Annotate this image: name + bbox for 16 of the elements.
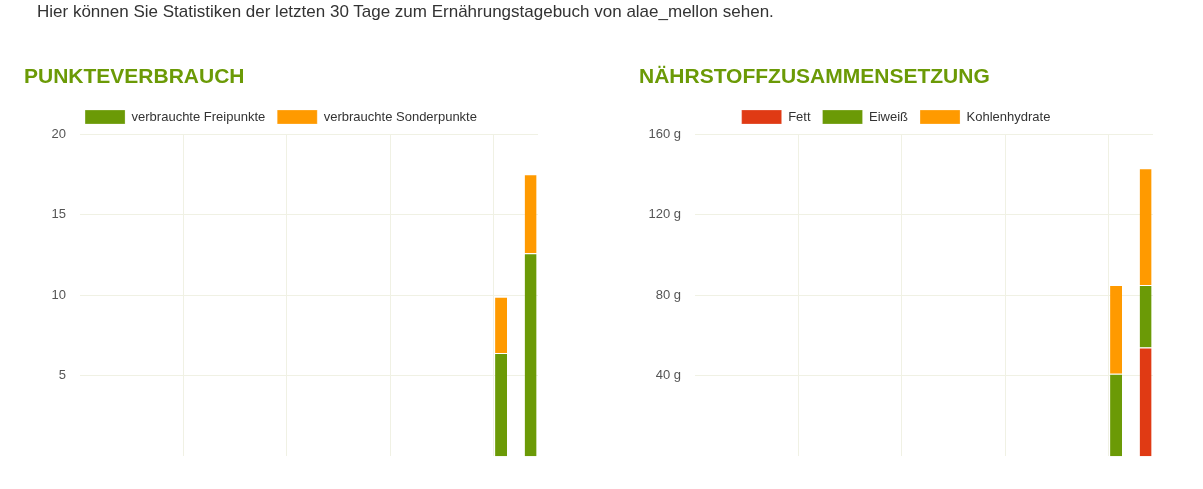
legend-label: verbrauchte Sonderpunkte bbox=[323, 108, 477, 124]
chart-title: NÄHRSTOFFZUSAMMENSETZUNG bbox=[639, 63, 991, 89]
chart-title: PUNKTEVERBRAUCH bbox=[24, 63, 246, 89]
legend-label: verbrauchte Freipunkte bbox=[131, 108, 266, 124]
y-tick-label: 160 g bbox=[648, 125, 681, 141]
y-tick-label: 5 bbox=[58, 367, 66, 383]
y-tick-label: 40 g bbox=[655, 367, 681, 383]
legend-label: Kohlenhydrate bbox=[966, 108, 1051, 124]
y-tick-label: 80 g bbox=[655, 286, 681, 302]
y-tick-label: 120 g bbox=[648, 206, 681, 222]
text: Hier können Sie Statistiken der letzten 30 Tage zum Ernährungstagebuch von alae_mellon sehen. bbox=[37, 2, 774, 22]
y-tick-label: 15 bbox=[51, 206, 66, 222]
y-tick-label: 20 bbox=[51, 125, 66, 141]
legend-label: Eiweiß bbox=[869, 108, 909, 124]
legend-label: Fett bbox=[788, 108, 811, 124]
y-tick-label: 10 bbox=[51, 286, 66, 302]
